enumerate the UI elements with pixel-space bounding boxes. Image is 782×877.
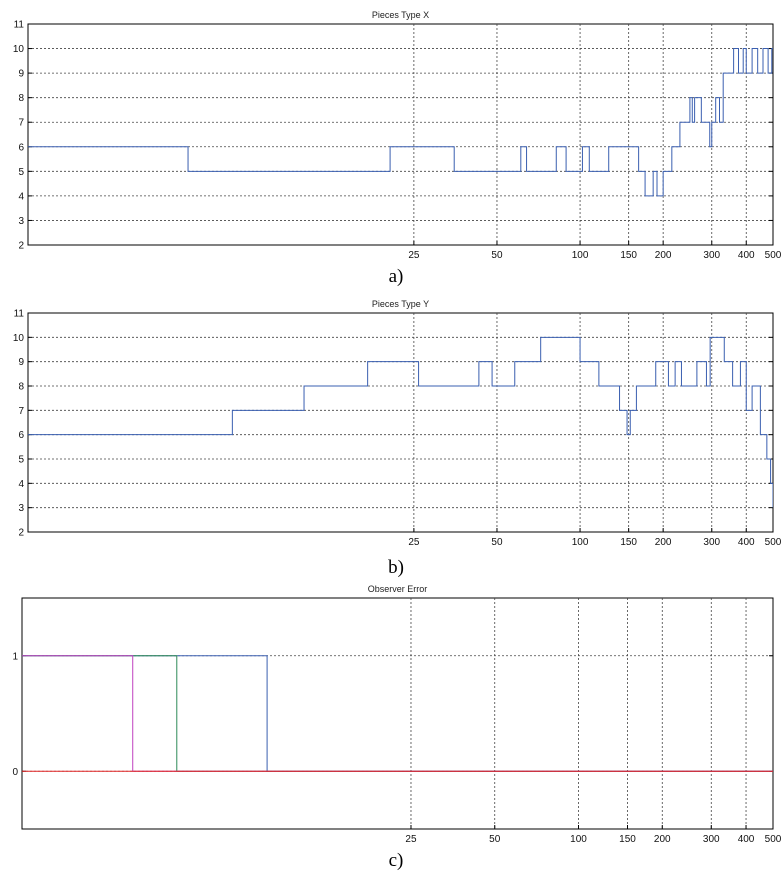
y-tick-label: 7 bbox=[18, 406, 24, 417]
chart-title: Observer Error bbox=[368, 584, 428, 594]
x-tick-label: 300 bbox=[703, 537, 720, 548]
y-tick-label: 5 bbox=[18, 167, 24, 178]
plot-area bbox=[27, 312, 774, 533]
x-tick-label: 500 bbox=[765, 834, 782, 845]
y-tick-label: 9 bbox=[18, 69, 24, 80]
y-tick-label: 10 bbox=[13, 44, 25, 55]
y-tick-label: 5 bbox=[18, 455, 24, 466]
x-tick-label: 300 bbox=[703, 834, 720, 845]
y-tick-label: 3 bbox=[18, 503, 24, 514]
y-tick-label: 6 bbox=[18, 430, 24, 441]
chart-title: Pieces Type X bbox=[372, 10, 429, 20]
x-tick-label: 100 bbox=[572, 537, 589, 548]
x-tick-label: 200 bbox=[654, 834, 671, 845]
y-tick-label: 7 bbox=[18, 118, 24, 129]
y-tick-label: 1 bbox=[12, 651, 18, 662]
x-tick-label: 500 bbox=[765, 250, 782, 261]
x-tick-label: 300 bbox=[703, 250, 720, 261]
x-tick-label: 200 bbox=[655, 250, 672, 261]
x-tick-label: 25 bbox=[408, 537, 420, 548]
x-tick-label: 50 bbox=[491, 537, 503, 548]
plot-area bbox=[21, 597, 774, 830]
y-tick-label: 8 bbox=[18, 382, 24, 393]
caption-c: c) bbox=[389, 850, 404, 871]
y-tick-label: 6 bbox=[18, 142, 24, 153]
x-tick-label: 500 bbox=[765, 537, 782, 548]
y-tick-label: 2 bbox=[18, 528, 24, 539]
y-tick-label: 4 bbox=[18, 479, 24, 490]
y-tick-label: 9 bbox=[18, 357, 24, 368]
series-line-0 bbox=[28, 48, 773, 197]
y-tick-label: 8 bbox=[18, 93, 24, 104]
x-tick-label: 50 bbox=[491, 250, 503, 261]
x-tick-label: 200 bbox=[655, 537, 672, 548]
x-tick-label: 150 bbox=[620, 537, 637, 548]
x-tick-label: 400 bbox=[738, 834, 755, 845]
y-tick-label: 3 bbox=[18, 216, 24, 227]
y-tick-label: 4 bbox=[18, 191, 24, 202]
y-tick-label: 11 bbox=[14, 20, 25, 31]
chart-title: Pieces Type Y bbox=[372, 299, 429, 309]
chart-pieces-type-x: Pieces Type X 25 50 100 150 200 300 400 500 2 3 4 5 6… bbox=[13, 10, 782, 261]
x-tick-label: 400 bbox=[738, 250, 755, 261]
y-tick-label: 0 bbox=[12, 767, 18, 778]
series-line-0 bbox=[28, 336, 773, 508]
chart-observer-error: Observer Error 25 50 100 150 200 300 400 500 0 1 bbox=[12, 584, 781, 845]
x-tick-label: 100 bbox=[572, 250, 589, 261]
caption-b: b) bbox=[388, 557, 404, 578]
x-tick-label: 25 bbox=[408, 250, 420, 261]
plot-area bbox=[27, 23, 774, 246]
x-tick-label: 100 bbox=[570, 834, 587, 845]
x-tick-label: 150 bbox=[620, 250, 637, 261]
chart-pieces-type-y: Pieces Type Y 25 50 100 150 200 300 400 500 2 3 4 5 6… bbox=[13, 299, 782, 548]
y-tick-label: 10 bbox=[13, 333, 25, 344]
x-tick-label: 400 bbox=[738, 537, 755, 548]
y-tick-label: 11 bbox=[14, 309, 25, 320]
y-tick-label: 2 bbox=[18, 241, 24, 252]
x-tick-label: 150 bbox=[619, 834, 636, 845]
x-tick-label: 25 bbox=[405, 834, 417, 845]
caption-a: a) bbox=[389, 266, 404, 287]
x-tick-label: 50 bbox=[489, 834, 501, 845]
